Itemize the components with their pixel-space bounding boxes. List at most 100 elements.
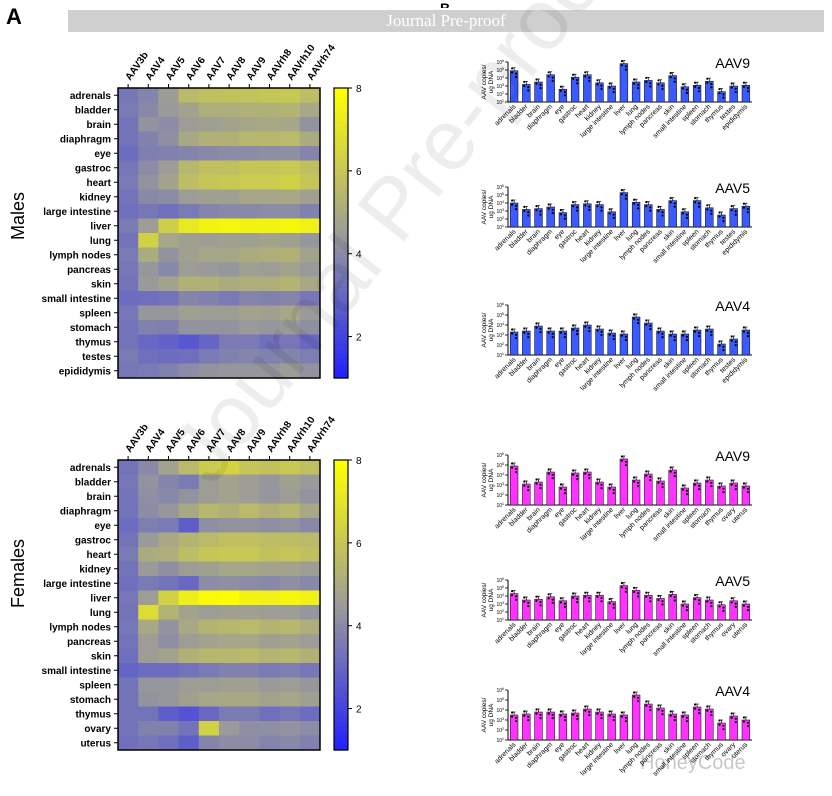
data-point bbox=[510, 711, 514, 714]
colorbar-segment bbox=[334, 266, 348, 273]
data-point bbox=[742, 604, 746, 607]
colorbar-segment bbox=[334, 725, 348, 732]
heatmap-cell bbox=[138, 460, 159, 475]
heatmap-cell bbox=[138, 634, 159, 649]
bar bbox=[741, 329, 751, 356]
heatmap-cell bbox=[158, 247, 180, 263]
colorbar-segment bbox=[334, 721, 348, 727]
heatmap-cell bbox=[198, 305, 220, 321]
data-point bbox=[612, 91, 615, 94]
heatmap-cell bbox=[198, 692, 220, 707]
data-point bbox=[694, 330, 697, 333]
data-point bbox=[600, 84, 603, 87]
heatmap-cell bbox=[158, 262, 180, 277]
heatmap-cell bbox=[158, 474, 180, 490]
data-point bbox=[722, 96, 725, 99]
colorbar-segment bbox=[334, 532, 348, 538]
bar bbox=[705, 708, 714, 741]
heatmap-cell bbox=[158, 663, 180, 678]
data-point bbox=[730, 209, 733, 212]
data-point bbox=[661, 482, 664, 485]
data-point bbox=[624, 716, 628, 719]
data-point bbox=[547, 712, 550, 715]
heatmap-cell bbox=[118, 532, 139, 548]
colorbar-segment bbox=[334, 247, 348, 253]
y-tick-label: 104 bbox=[496, 707, 504, 714]
y-tick-label: 106 bbox=[496, 59, 504, 66]
bar bbox=[595, 594, 604, 621]
heatmap-cell bbox=[158, 576, 180, 591]
y-tick-label: 102 bbox=[496, 342, 504, 349]
heatmap-cell bbox=[138, 605, 159, 620]
heatmap-border bbox=[117, 87, 321, 379]
colorbar-segment bbox=[334, 672, 348, 679]
heatmap-cell bbox=[118, 88, 139, 103]
data-point bbox=[669, 466, 672, 469]
data-point bbox=[612, 606, 615, 609]
heatmap-cell bbox=[219, 605, 240, 620]
heatmap-cell bbox=[138, 648, 159, 664]
data-point bbox=[637, 700, 640, 703]
data-point bbox=[563, 602, 567, 605]
data-point bbox=[523, 484, 526, 487]
data-point bbox=[600, 483, 603, 486]
data-point bbox=[600, 600, 603, 603]
heatmap-cell bbox=[198, 247, 220, 263]
data-point bbox=[539, 600, 542, 604]
heatmap-cell bbox=[198, 334, 220, 350]
heatmap-cell bbox=[158, 320, 180, 335]
colorbar-segment bbox=[334, 542, 348, 548]
banner-text: Journal Pre-proof bbox=[386, 11, 506, 30]
data-point bbox=[620, 334, 624, 337]
heatmap-cell bbox=[178, 320, 200, 335]
data-point bbox=[742, 716, 746, 719]
heatmap-cell bbox=[158, 189, 180, 205]
data-point bbox=[563, 94, 567, 97]
column-label: AAV6 bbox=[184, 55, 208, 83]
data-point bbox=[718, 605, 721, 608]
heatmap-cell bbox=[158, 489, 180, 504]
data-point bbox=[706, 329, 709, 332]
data-point bbox=[584, 200, 587, 203]
heatmap-cell bbox=[259, 619, 281, 635]
data-point bbox=[681, 330, 685, 333]
heatmap-cell bbox=[239, 474, 260, 490]
y-tick-label: 106 bbox=[496, 184, 504, 191]
bar bbox=[546, 471, 555, 506]
heatmap-cell bbox=[138, 576, 159, 591]
heatmap-cell bbox=[198, 189, 220, 205]
data-point bbox=[523, 331, 526, 334]
heatmap-cell bbox=[259, 706, 281, 722]
data-point bbox=[596, 708, 599, 711]
heatmap-cell bbox=[158, 503, 180, 519]
colorbar-segment bbox=[334, 590, 348, 596]
data-point bbox=[633, 480, 636, 483]
data-point bbox=[633, 590, 636, 594]
heatmap-cell bbox=[219, 692, 240, 707]
colorbar-segment bbox=[334, 179, 348, 186]
data-point bbox=[669, 710, 672, 713]
heatmap-cell bbox=[138, 88, 159, 103]
colorbar-segment bbox=[334, 711, 348, 717]
bar bbox=[668, 469, 677, 506]
heatmap-cell bbox=[219, 204, 240, 219]
heatmap-cell bbox=[299, 189, 321, 205]
data-point bbox=[649, 600, 652, 603]
data-point bbox=[608, 714, 611, 717]
data-point bbox=[706, 709, 709, 712]
colorbar-segment bbox=[334, 716, 348, 722]
heatmap-cell bbox=[178, 648, 200, 664]
data-point bbox=[681, 711, 685, 714]
data-point bbox=[694, 81, 697, 84]
data-point bbox=[673, 335, 676, 338]
data-point bbox=[698, 331, 701, 334]
data-point bbox=[588, 600, 591, 603]
data-point bbox=[742, 206, 746, 209]
y-axis-label: ug DNA bbox=[488, 703, 495, 726]
bar bbox=[534, 325, 543, 356]
heatmap-cell bbox=[198, 634, 220, 649]
data-point bbox=[547, 468, 550, 471]
bar bbox=[631, 590, 641, 621]
heatmap-cell bbox=[279, 561, 301, 577]
data-point bbox=[608, 82, 611, 85]
